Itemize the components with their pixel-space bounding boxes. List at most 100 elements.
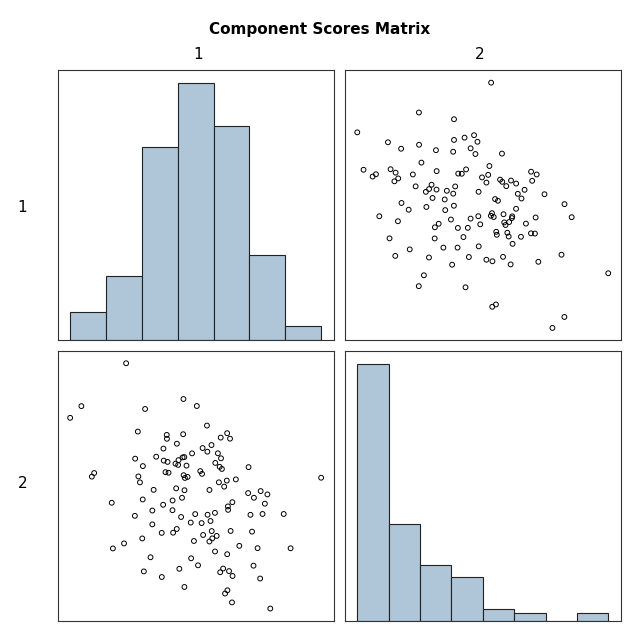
Point xyxy=(488,212,499,222)
Point xyxy=(190,509,200,519)
Point xyxy=(499,218,509,228)
Point xyxy=(76,401,86,412)
Point xyxy=(559,199,570,209)
Point xyxy=(487,256,497,266)
Point xyxy=(222,428,232,438)
Point xyxy=(205,516,216,526)
Point xyxy=(433,219,444,229)
Point xyxy=(511,204,521,214)
Point xyxy=(449,200,459,211)
Point xyxy=(179,452,189,462)
Point xyxy=(463,223,473,233)
Point xyxy=(520,185,530,195)
Point xyxy=(481,177,492,188)
Point xyxy=(506,259,516,269)
Point xyxy=(227,597,237,607)
Point xyxy=(151,452,161,462)
Point xyxy=(168,527,178,538)
Point xyxy=(243,488,253,498)
Point xyxy=(385,233,395,243)
Point xyxy=(212,448,223,458)
Point xyxy=(179,485,189,495)
Point xyxy=(449,114,459,124)
Point xyxy=(179,394,189,404)
Bar xyxy=(388,524,420,621)
Point xyxy=(214,477,224,488)
Point xyxy=(163,468,173,478)
Point xyxy=(147,506,157,516)
Bar xyxy=(483,609,514,621)
Point xyxy=(473,211,483,221)
Point xyxy=(198,443,208,453)
Point xyxy=(161,467,171,477)
Point xyxy=(192,401,202,411)
Point xyxy=(173,455,184,465)
Point xyxy=(218,563,228,573)
Point xyxy=(89,468,99,478)
Point xyxy=(162,430,172,440)
Point xyxy=(420,187,431,197)
Bar xyxy=(357,364,388,621)
Point xyxy=(504,217,515,227)
Point xyxy=(195,466,205,476)
Point xyxy=(86,472,97,482)
Point xyxy=(393,216,403,227)
Point xyxy=(130,454,140,464)
Point xyxy=(493,196,503,206)
Point xyxy=(507,213,517,223)
Point xyxy=(419,270,429,280)
Point xyxy=(227,571,237,581)
Point xyxy=(172,524,182,534)
Point xyxy=(497,177,508,187)
Bar xyxy=(285,326,321,340)
Point xyxy=(469,130,479,140)
Bar xyxy=(577,612,608,621)
Point xyxy=(547,323,557,333)
Point xyxy=(138,461,148,471)
Point xyxy=(207,533,218,543)
Point xyxy=(243,462,253,472)
Point xyxy=(187,448,197,458)
Point xyxy=(224,566,234,576)
Point xyxy=(506,175,516,186)
Point xyxy=(186,553,196,563)
Point xyxy=(532,170,542,180)
Point xyxy=(449,135,459,145)
Point xyxy=(204,485,214,495)
Point xyxy=(168,495,178,506)
Point xyxy=(223,505,233,515)
Bar xyxy=(106,276,142,340)
Point xyxy=(448,189,458,199)
Point xyxy=(140,404,150,414)
Text: 1: 1 xyxy=(17,200,28,216)
Point xyxy=(180,473,190,483)
Point xyxy=(390,168,401,178)
Point xyxy=(408,170,418,180)
Point xyxy=(262,490,273,500)
Point xyxy=(212,531,222,541)
Point xyxy=(474,187,484,197)
Point xyxy=(245,509,255,520)
Point xyxy=(424,252,434,262)
Bar xyxy=(420,564,451,621)
Point xyxy=(170,458,180,468)
Bar xyxy=(214,126,250,340)
Point xyxy=(255,486,266,496)
Point xyxy=(464,252,474,262)
Point xyxy=(177,493,187,503)
Point xyxy=(475,220,485,230)
Point xyxy=(507,211,517,221)
Point xyxy=(465,214,476,224)
Point xyxy=(135,477,145,488)
Point xyxy=(431,166,442,176)
Point xyxy=(221,476,232,486)
Point xyxy=(447,260,457,270)
Point xyxy=(431,184,442,195)
Point xyxy=(222,549,232,559)
Point xyxy=(214,461,225,472)
Point xyxy=(429,234,440,244)
Point xyxy=(230,474,241,484)
Point xyxy=(501,181,511,191)
Point xyxy=(424,184,434,194)
Point xyxy=(513,189,523,199)
